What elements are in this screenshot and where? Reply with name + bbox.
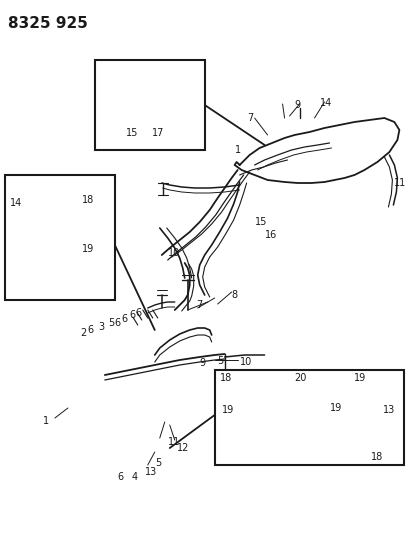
Text: 13: 13 xyxy=(382,405,395,415)
Text: 19: 19 xyxy=(82,244,94,254)
Text: 10: 10 xyxy=(167,248,180,258)
Text: 6: 6 xyxy=(130,310,136,320)
Text: 18: 18 xyxy=(219,373,231,383)
Text: 7: 7 xyxy=(195,300,202,310)
Text: 8: 8 xyxy=(231,290,237,300)
Text: 1: 1 xyxy=(43,416,49,426)
Text: 6: 6 xyxy=(117,472,124,482)
Text: 11: 11 xyxy=(167,437,180,447)
Text: 6: 6 xyxy=(121,314,128,324)
Text: 6: 6 xyxy=(135,308,142,318)
Text: 18: 18 xyxy=(371,452,383,462)
Text: 6: 6 xyxy=(88,325,94,335)
Bar xyxy=(94,60,204,150)
Text: 11: 11 xyxy=(393,178,406,188)
Bar xyxy=(5,175,115,300)
Text: 8325 925: 8325 925 xyxy=(8,16,88,31)
Text: 9: 9 xyxy=(294,100,300,110)
Text: 14: 14 xyxy=(319,98,331,108)
Text: 14: 14 xyxy=(10,198,22,208)
Text: 20: 20 xyxy=(294,373,306,383)
Text: 18: 18 xyxy=(82,195,94,205)
Bar xyxy=(214,370,403,465)
Text: 15: 15 xyxy=(126,128,138,138)
Text: 13: 13 xyxy=(144,467,157,477)
Text: 10: 10 xyxy=(239,357,251,367)
Text: 3: 3 xyxy=(98,322,104,332)
Text: 5: 5 xyxy=(108,318,114,328)
Text: 5: 5 xyxy=(154,458,161,468)
Text: 12: 12 xyxy=(176,443,189,453)
Text: 2: 2 xyxy=(80,328,86,338)
Text: 15: 15 xyxy=(254,217,266,227)
Text: 4: 4 xyxy=(131,472,137,482)
Text: 9: 9 xyxy=(199,358,205,368)
Text: 17: 17 xyxy=(151,128,164,138)
Text: 1: 1 xyxy=(234,145,240,155)
Text: 7: 7 xyxy=(247,113,253,123)
Text: 19: 19 xyxy=(221,405,234,415)
Text: 5: 5 xyxy=(217,356,223,366)
Text: 6: 6 xyxy=(115,318,121,328)
Text: 19: 19 xyxy=(329,403,341,413)
Text: 16: 16 xyxy=(264,230,276,240)
Text: 19: 19 xyxy=(353,373,365,383)
